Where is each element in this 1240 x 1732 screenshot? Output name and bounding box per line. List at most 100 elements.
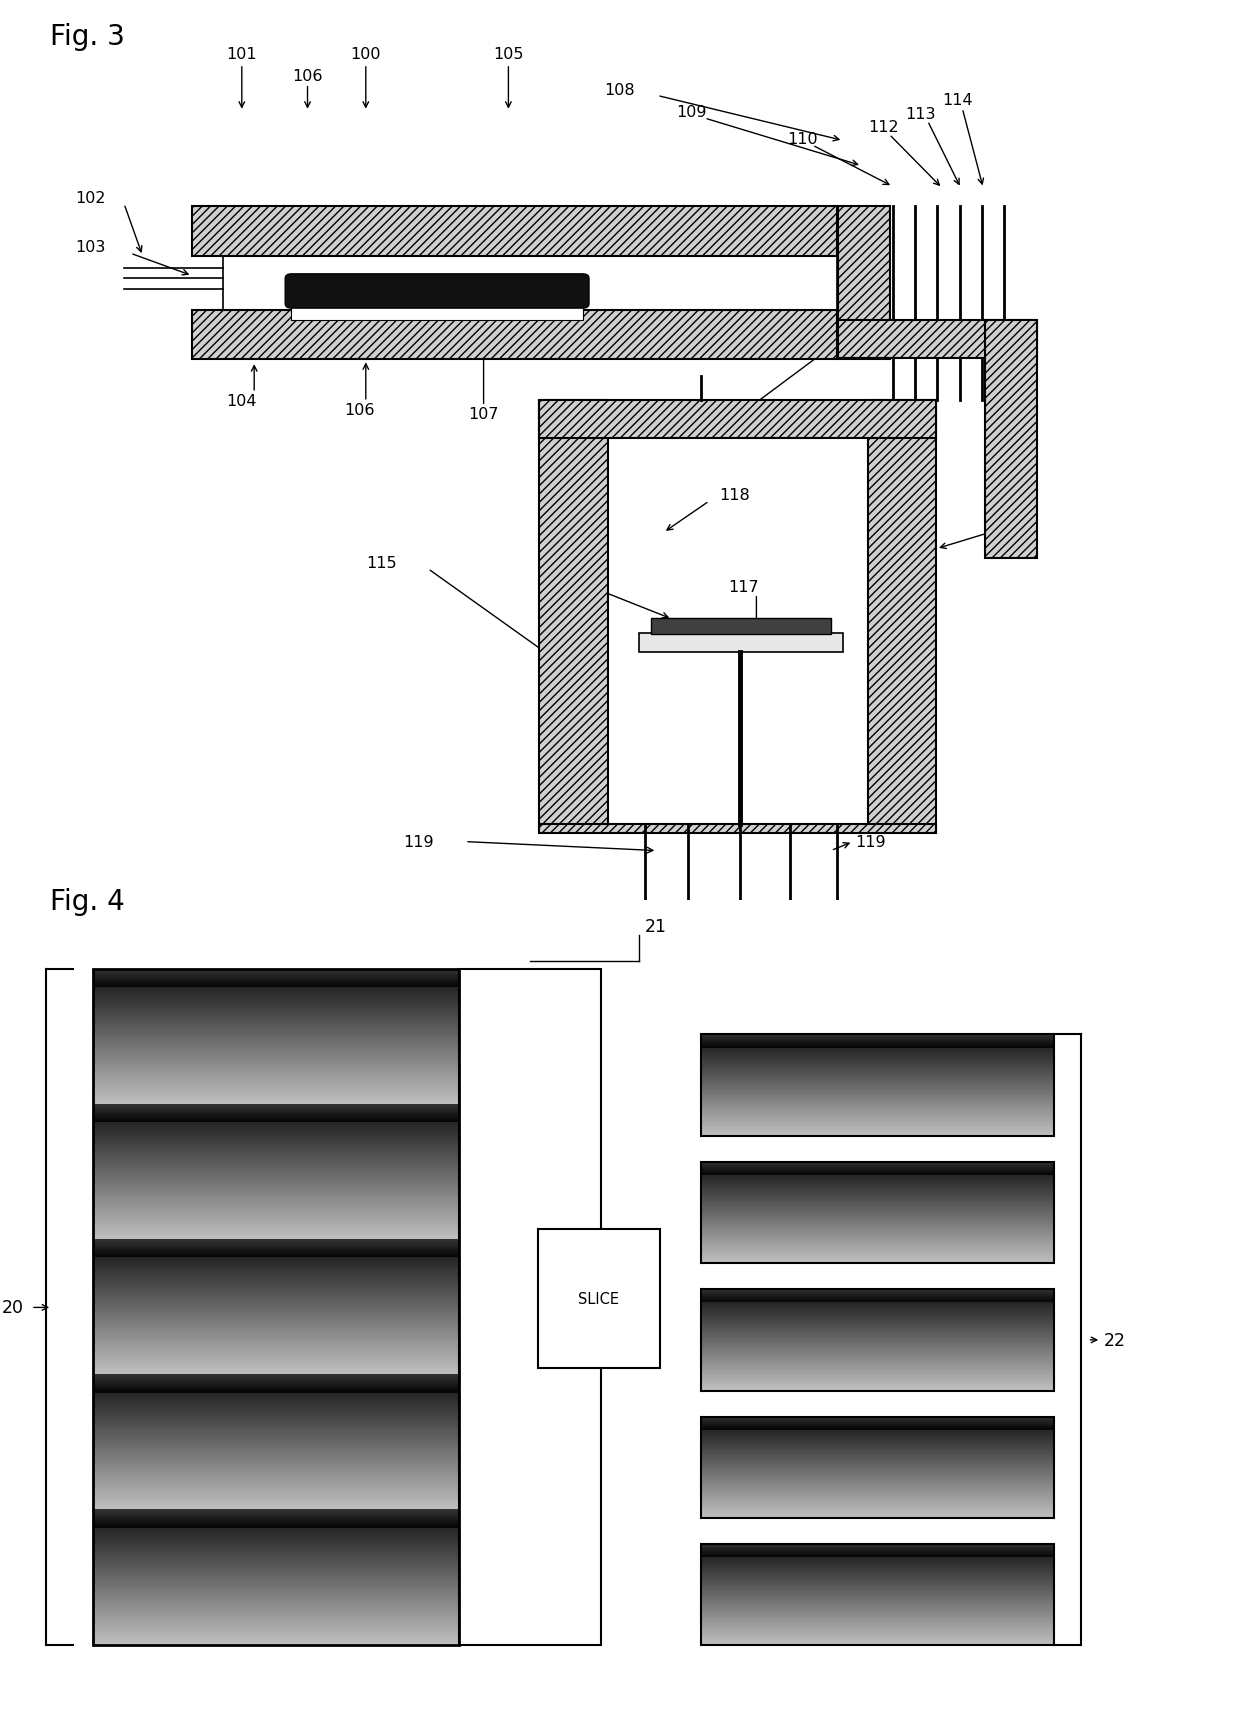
Bar bbox=[701, 1427, 1054, 1429]
Bar bbox=[93, 1251, 459, 1252]
Bar bbox=[701, 1509, 1054, 1512]
Bar bbox=[701, 1299, 1054, 1301]
Bar bbox=[93, 1505, 459, 1509]
Bar bbox=[701, 1160, 1054, 1164]
Bar bbox=[93, 1361, 459, 1365]
Bar bbox=[93, 1460, 459, 1464]
Bar bbox=[701, 1566, 1054, 1567]
Text: 112: 112 bbox=[868, 121, 899, 135]
Bar bbox=[701, 1640, 1054, 1642]
Bar bbox=[701, 1443, 1054, 1446]
Bar bbox=[701, 1483, 1054, 1486]
Bar bbox=[701, 1354, 1054, 1358]
Bar bbox=[93, 1621, 459, 1625]
Bar bbox=[93, 1332, 459, 1335]
Bar bbox=[701, 1420, 1054, 1422]
Bar bbox=[701, 1320, 1054, 1322]
Bar bbox=[93, 1583, 459, 1587]
Bar bbox=[701, 1422, 1054, 1424]
Bar bbox=[701, 1569, 1054, 1571]
Bar bbox=[93, 996, 459, 999]
Bar bbox=[93, 1112, 459, 1114]
Bar bbox=[701, 1096, 1054, 1100]
Bar bbox=[701, 1632, 1054, 1633]
Bar bbox=[93, 1095, 459, 1098]
Bar bbox=[93, 1509, 459, 1512]
Bar bbox=[701, 1384, 1054, 1386]
Bar bbox=[93, 1283, 459, 1287]
Bar bbox=[93, 1289, 459, 1292]
Bar bbox=[93, 1522, 459, 1524]
Bar bbox=[701, 1292, 1054, 1294]
Text: 20: 20 bbox=[1, 1299, 24, 1316]
Bar bbox=[93, 1102, 459, 1105]
Bar bbox=[93, 1245, 459, 1249]
Bar bbox=[93, 1131, 459, 1134]
Bar bbox=[93, 1375, 459, 1377]
Bar bbox=[93, 1566, 459, 1569]
Bar bbox=[701, 1105, 1054, 1107]
Bar bbox=[93, 1119, 459, 1121]
Bar bbox=[93, 1538, 459, 1541]
Bar bbox=[701, 1074, 1054, 1077]
Bar bbox=[701, 1337, 1054, 1341]
Text: 115: 115 bbox=[992, 520, 1023, 535]
Bar bbox=[701, 1576, 1054, 1580]
Bar bbox=[93, 1431, 459, 1434]
Bar bbox=[93, 1221, 459, 1225]
Bar bbox=[701, 1318, 1054, 1320]
Bar bbox=[701, 1228, 1054, 1230]
Bar bbox=[701, 1464, 1054, 1465]
Bar bbox=[93, 1628, 459, 1632]
Bar bbox=[93, 1555, 459, 1557]
Bar bbox=[93, 1612, 459, 1616]
Bar bbox=[701, 1341, 1054, 1344]
Bar bbox=[93, 1638, 459, 1640]
Bar bbox=[93, 1438, 459, 1441]
Bar bbox=[701, 1179, 1054, 1183]
Bar bbox=[701, 1438, 1054, 1441]
Bar bbox=[93, 1635, 459, 1638]
Bar bbox=[701, 1590, 1054, 1593]
Bar bbox=[93, 1259, 459, 1263]
Bar bbox=[701, 1082, 1054, 1086]
Bar bbox=[93, 1458, 459, 1460]
Text: 22: 22 bbox=[1104, 1332, 1126, 1349]
Bar bbox=[701, 1490, 1054, 1493]
Bar bbox=[93, 1514, 459, 1516]
Bar bbox=[701, 1420, 1054, 1424]
Bar bbox=[701, 1434, 1054, 1438]
Bar bbox=[701, 1555, 1054, 1557]
Bar bbox=[93, 1205, 459, 1209]
Bar bbox=[701, 1623, 1054, 1625]
Bar bbox=[93, 1145, 459, 1148]
Bar bbox=[701, 1488, 1054, 1491]
Bar bbox=[701, 1181, 1054, 1185]
Bar bbox=[701, 1599, 1054, 1602]
Text: 110: 110 bbox=[787, 132, 818, 147]
Bar bbox=[93, 998, 459, 1001]
Bar bbox=[701, 1368, 1054, 1370]
Bar bbox=[701, 1327, 1054, 1330]
Bar bbox=[93, 1349, 459, 1353]
Bar bbox=[93, 1573, 459, 1576]
Bar bbox=[93, 1496, 459, 1498]
Bar bbox=[93, 986, 459, 987]
Text: 106: 106 bbox=[293, 69, 322, 85]
Bar bbox=[701, 1346, 1054, 1349]
Text: 116: 116 bbox=[562, 573, 591, 589]
Bar bbox=[93, 1005, 459, 1008]
Bar bbox=[701, 1043, 1054, 1044]
Bar bbox=[701, 1439, 1054, 1443]
Bar bbox=[93, 1176, 459, 1179]
Bar bbox=[701, 1457, 1054, 1458]
Bar bbox=[701, 1167, 1054, 1171]
Bar bbox=[701, 1451, 1054, 1453]
Bar bbox=[701, 1453, 1054, 1455]
Bar bbox=[701, 1375, 1054, 1377]
Bar bbox=[93, 1261, 459, 1264]
Bar bbox=[701, 1552, 1054, 1554]
Bar bbox=[93, 1115, 459, 1117]
Bar bbox=[701, 1600, 1054, 1604]
Bar bbox=[701, 1512, 1054, 1516]
